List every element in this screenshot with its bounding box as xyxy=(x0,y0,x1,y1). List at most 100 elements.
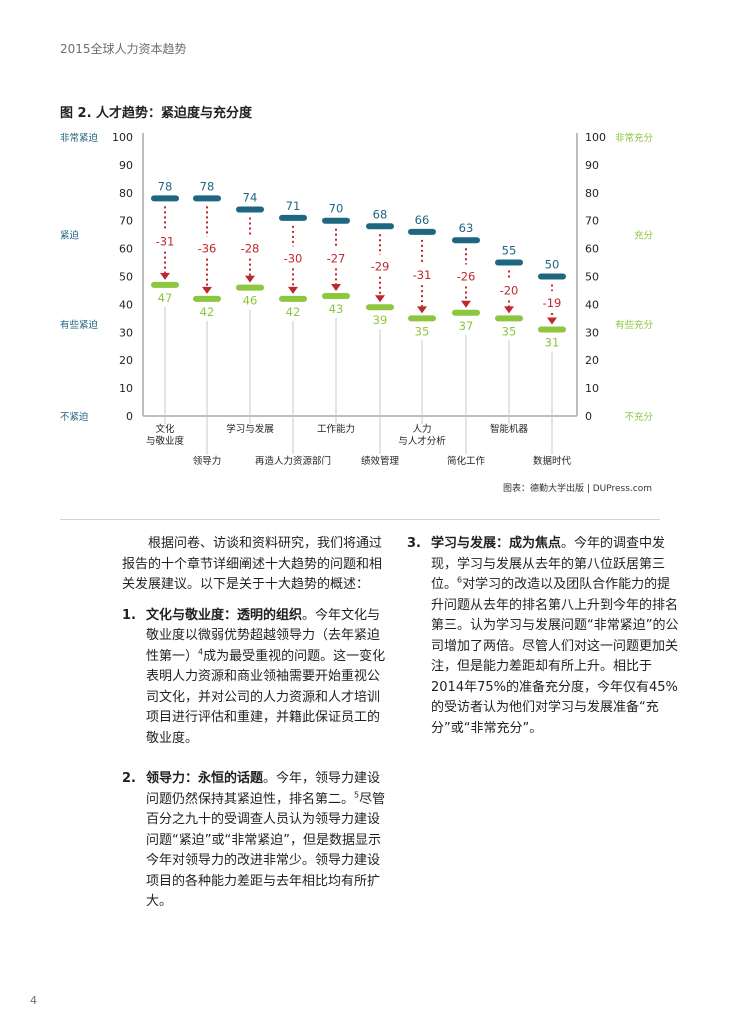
urgency-bar xyxy=(193,195,221,202)
item-text: 对学习的改造以及团队合作能力的提升问题从去年的排名第八上升到今年的排名第三。认为… xyxy=(431,577,679,736)
readiness-value: 42 xyxy=(286,305,301,319)
y-tick-right: 0 xyxy=(585,410,592,423)
arrow-down-icon xyxy=(461,300,471,308)
y-tick-left: 70 xyxy=(119,215,133,228)
y-tick-right: 10 xyxy=(585,382,599,395)
arrow-down-icon xyxy=(417,306,427,314)
y-tick-right: 20 xyxy=(585,354,599,367)
arrow-down-icon xyxy=(245,275,255,283)
trend-item-2: 2. 领导力：永恒的话题。今年，领导力建设问题仍然保持其紧迫性，排名第二。5尽管… xyxy=(122,769,390,913)
item-number: 3. xyxy=(407,536,421,551)
gap-value: -36 xyxy=(198,242,217,256)
gap-value: -19 xyxy=(543,296,562,310)
item-text: 。今年，领导力建设问题仍然保持其紧迫性，排名第二。 xyxy=(146,771,381,807)
right-axis-label: 充分 xyxy=(634,230,654,242)
category-label: 学习与发展 xyxy=(226,423,274,435)
urgency-value: 74 xyxy=(243,191,258,205)
running-head: 2015全球人力资本趋势 xyxy=(60,42,187,56)
urgency-value: 70 xyxy=(329,202,344,216)
item-text: 。今年文化与敬业度以微弱优势超越领导力（去年紧迫性第一） xyxy=(146,607,381,664)
footnote-ref[interactable]: 6 xyxy=(457,575,463,585)
urgency-bar xyxy=(408,228,436,235)
category-label: 与敬业度 xyxy=(146,435,185,447)
readiness-value: 46 xyxy=(243,294,258,308)
figure-title: 图 2. 人才趋势：紧迫度与充分度 xyxy=(60,106,253,121)
item-heading: 领导力：永恒的话题 xyxy=(146,771,264,786)
left-axis-label: 有些紧迫 xyxy=(60,319,99,331)
urgency-bar xyxy=(366,223,394,230)
category-label: 再造人力资源部门 xyxy=(255,455,331,467)
urgency-value: 63 xyxy=(459,221,474,235)
arrow-down-icon xyxy=(547,317,557,325)
item-heading: 文化与敬业度：透明的组织 xyxy=(146,607,303,623)
urgency-bar xyxy=(151,195,179,202)
urgency-bar xyxy=(322,217,350,224)
trend-item-3: 3. 学习与发展：成为焦点。今年的调查中发现，学习与发展从去年的第八位跃居第三位… xyxy=(407,534,681,739)
gap-value: -28 xyxy=(241,242,260,256)
y-tick-left: 60 xyxy=(119,243,133,256)
category-label: 文化 xyxy=(155,423,175,435)
y-tick-left: 30 xyxy=(119,326,133,339)
readiness-bar xyxy=(366,304,394,311)
trend-item-1: 1. 文化与敬业度：透明的组织。今年文化与敬业度以微弱优势超越领导力（去年紧迫性… xyxy=(122,606,390,750)
item-heading: 学习与发展：成为焦点 xyxy=(431,536,562,551)
item-number: 1. xyxy=(122,607,136,623)
y-tick-right: 70 xyxy=(585,215,599,228)
right-column: 3. 学习与发展：成为焦点。今年的调查中发现，学习与发展从去年的第八位跃居第三位… xyxy=(407,524,681,739)
y-tick-left: 100 xyxy=(112,131,133,144)
gap-value: -20 xyxy=(500,283,519,297)
readiness-value: 42 xyxy=(200,305,215,319)
y-tick-right: 50 xyxy=(585,271,599,284)
category-label: 智能机器 xyxy=(490,423,529,435)
left-axis-label: 不紧迫 xyxy=(60,411,89,423)
gap-value: -26 xyxy=(457,270,476,284)
readiness-bar xyxy=(236,284,264,291)
figure-credit: 图表：德勤大学出版 | DUPress.com xyxy=(502,484,652,494)
urgency-bar xyxy=(538,273,566,280)
readiness-value: 47 xyxy=(158,291,173,305)
category-label: 人力 xyxy=(412,423,431,435)
urgency-value: 78 xyxy=(200,179,215,193)
section-divider xyxy=(60,519,660,520)
urgency-readiness-chart: 0 0 10 10 20 20 30 30 40 40 50 50 60 60 70 70 80 80 90 90 10… xyxy=(60,131,654,467)
urgency-value: 66 xyxy=(415,213,430,227)
category-label: 工作能力 xyxy=(317,423,355,435)
category-label: 领导力 xyxy=(193,455,222,467)
readiness-bar xyxy=(193,295,221,302)
category-label: 简化工作 xyxy=(447,455,486,467)
urgency-value: 68 xyxy=(373,207,388,221)
readiness-value: 31 xyxy=(545,336,560,350)
category-label: 与人才分析 xyxy=(398,435,446,447)
arrow-down-icon xyxy=(375,295,385,303)
readiness-bar xyxy=(538,326,566,333)
urgency-value: 78 xyxy=(158,179,173,193)
gap-value: -31 xyxy=(156,235,175,249)
gap-value: -31 xyxy=(413,268,432,282)
intro-paragraph: 根据问卷、访谈和资料研究，我们将通过报告的十个章节详细阐述十大趋势的问题和相关发… xyxy=(122,536,383,592)
y-tick-left: 0 xyxy=(126,410,133,423)
item-text: 。今年的调查中发现，学习与发展从去年的第八位跃居第三位。 xyxy=(431,536,666,592)
arrow-down-icon xyxy=(504,306,514,314)
y-tick-left: 90 xyxy=(119,159,133,172)
item-text: 尽管百分之九十的受调查人员认为领导力建设问题“紧迫”或“非常紧迫”，但是数据显示… xyxy=(146,791,386,910)
left-axis-label: 非常紧迫 xyxy=(60,132,99,144)
y-tick-right: 30 xyxy=(585,326,599,339)
footnote-ref[interactable]: 4 xyxy=(198,647,204,657)
y-tick-right: 80 xyxy=(585,187,599,200)
left-axis-label: 紧迫 xyxy=(60,230,80,242)
arrow-down-icon xyxy=(331,284,341,292)
urgency-bar xyxy=(236,206,264,213)
right-axis-label: 非常充分 xyxy=(615,132,654,144)
urgency-bar xyxy=(495,259,523,266)
y-tick-left: 20 xyxy=(119,354,133,367)
readiness-value: 43 xyxy=(329,302,344,316)
footnote-ref[interactable]: 5 xyxy=(354,790,360,800)
category-label: 绩效管理 xyxy=(361,455,400,467)
right-axis-label: 有些充分 xyxy=(615,319,654,331)
urgency-value: 71 xyxy=(286,199,301,213)
gap-value: -27 xyxy=(327,251,346,265)
y-tick-right: 100 xyxy=(585,131,606,144)
readiness-value: 39 xyxy=(373,313,388,327)
y-tick-left: 50 xyxy=(119,271,133,284)
item-number: 2. xyxy=(122,771,136,786)
